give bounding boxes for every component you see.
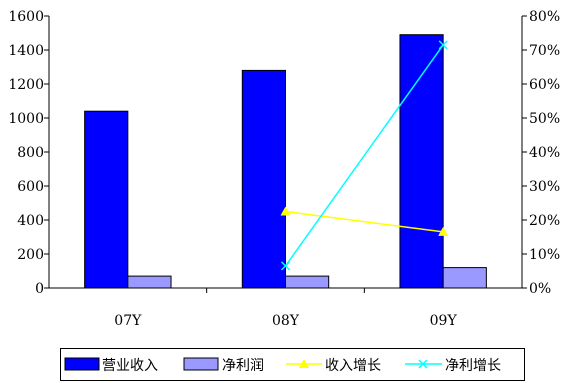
legend-label-net-profit: 净利润 [222,358,264,374]
y-right-tick-label: 70% [529,43,560,59]
axes: 0 200 400 600 800 1000 1200 1400 1600 0% 10% 20% 30%… [8,9,560,329]
bar-revenue [241,69,286,289]
line-revenue-growth [285,210,444,233]
legend-marker-revenue-growth [299,359,309,368]
y-left-tick-label: 1000 [8,111,44,127]
y-left-tick-label: 1600 [8,9,44,25]
y-left-tick-label: 1200 [8,77,44,93]
bar-net-profit [285,275,330,289]
bars [84,34,487,289]
point-revenue-growth [280,206,291,216]
y-right-tick-label: 50% [529,111,560,127]
y-left-tick-label: 400 [17,213,44,229]
y-right-tick-label: 30% [529,179,560,195]
x-tick-label: 09Y [430,313,458,329]
legend-label-revenue: 营业收入 [102,358,158,374]
lines [280,40,449,271]
bar-net-profit [127,275,172,289]
bar-revenue [399,34,444,289]
y-right-tick-label: 40% [529,145,560,161]
legend-marker-profit-growth [418,359,428,369]
legend-label-profit-growth: 净利增长 [445,358,501,374]
line-profit-growth [284,44,444,267]
y-left-tick-label: 800 [17,145,44,161]
point-profit-growth [280,261,291,271]
y-right-tick-label: 0% [529,281,551,297]
legend-label-revenue-growth: 收入增长 [325,358,381,374]
bar-revenue [84,110,129,289]
y-right-tick-label: 20% [529,213,560,229]
legend: 营业收入 净利润 收入增长 净利增长 [60,348,525,381]
legend-swatch-net-profit [183,357,219,371]
y-left-tick-label: 0 [35,281,44,297]
y-right-tick-label: 10% [529,247,560,263]
point-profit-growth [438,40,448,50]
x-tick-label: 08Y [272,313,300,329]
y-left-tick-label: 600 [17,179,44,195]
y-left-tick-label: 1400 [8,43,44,59]
legend-swatch-revenue [64,357,100,371]
y-right-tick-label: 80% [529,9,560,25]
y-right-tick-label: 60% [529,77,560,93]
bar-net-profit [442,267,487,289]
point-revenue-growth [438,226,449,236]
y-left-tick-label: 200 [17,247,44,263]
x-tick-label: 07Y [114,313,142,329]
